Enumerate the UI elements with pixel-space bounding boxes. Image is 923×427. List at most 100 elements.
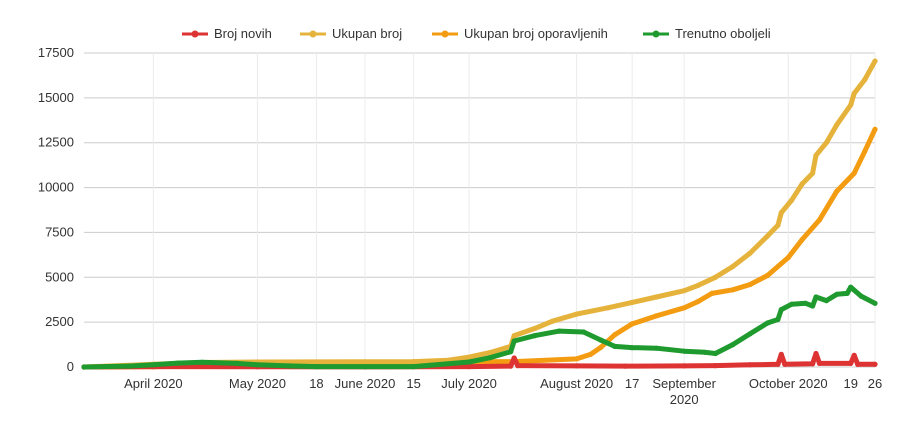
data-point (362, 364, 368, 370)
data-point (872, 300, 878, 306)
data-point (730, 287, 736, 293)
data-point (851, 352, 857, 358)
legend-item[interactable]: Broj novih (182, 26, 272, 41)
data-point (747, 331, 753, 337)
data-point (813, 152, 819, 158)
data-point (872, 58, 878, 64)
data-point (653, 294, 660, 300)
data-point (508, 349, 514, 355)
data-point (622, 363, 628, 369)
legend-label: Ukupan broj oporavljenih (464, 26, 608, 41)
data-point (362, 359, 368, 365)
data-point (785, 254, 791, 261)
data-point (858, 293, 864, 299)
data-point (764, 233, 771, 239)
data-point (851, 90, 857, 96)
data-point (126, 363, 132, 369)
data-point (549, 318, 556, 324)
series-trenutno-oboljeli (81, 284, 878, 370)
data-point (789, 301, 795, 307)
x-tick-label: 19 (843, 376, 857, 391)
data-point (695, 298, 701, 305)
data-point (747, 281, 753, 288)
data-point (605, 305, 611, 311)
data-point (511, 338, 517, 344)
legend-item[interactable]: Ukupan broj (300, 26, 402, 41)
data-point (515, 363, 521, 369)
y-tick-label: 5000 (45, 269, 74, 284)
legend-label: Broj novih (214, 26, 272, 41)
data-point (175, 360, 181, 366)
data-point (844, 290, 850, 296)
data-point (466, 359, 472, 365)
data-point (511, 355, 517, 361)
legend-dot-marker (309, 30, 317, 38)
legend-item[interactable]: Trenutno oboljeli (643, 26, 771, 41)
data-point (848, 360, 854, 366)
data-point (598, 337, 604, 343)
data-point (695, 282, 701, 288)
y-tick-label: 2500 (45, 314, 74, 329)
series-layer (81, 58, 878, 370)
data-point (411, 359, 417, 365)
series-ukupan-broj (81, 58, 878, 370)
y-tick-label: 10000 (38, 180, 74, 195)
data-point (823, 298, 830, 304)
data-point (823, 140, 830, 146)
data-point (532, 325, 538, 331)
data-point (581, 329, 587, 335)
legend-item[interactable]: Ukupan broj oporavljenih (432, 26, 608, 41)
data-point (775, 222, 781, 228)
data-point (813, 294, 819, 300)
legend-label: Trenutno oboljeli (675, 26, 771, 41)
data-point (810, 303, 816, 309)
data-point (730, 342, 736, 348)
data-point (775, 361, 781, 367)
x-tick-label: 15 (406, 376, 420, 391)
data-point (872, 126, 878, 132)
data-point (612, 343, 618, 349)
legend[interactable]: Broj novih Ukupan broj Ukupan broj oporavl… (182, 26, 771, 41)
data-point (813, 350, 819, 357)
series-line-ukupan-broj (81, 58, 878, 370)
x-tick-label: July 2020 (441, 376, 497, 391)
data-point (574, 311, 580, 317)
data-point (254, 362, 261, 368)
data-point (487, 355, 493, 361)
data-point (681, 288, 687, 294)
data-point (803, 300, 809, 306)
grid-lines (84, 52, 876, 368)
data-point (574, 356, 580, 362)
legend-label: Ukupan broj (332, 26, 402, 41)
x-tick-label: October 2020 (749, 376, 828, 391)
y-tick-label: 15000 (38, 90, 74, 105)
y-tick-label: 0 (67, 359, 74, 374)
data-point (747, 362, 753, 368)
data-point (199, 359, 205, 365)
data-point (702, 349, 708, 355)
data-point (775, 316, 781, 323)
y-axis: 0 2500 5000 7500 10000 12500 15000 17500 (38, 45, 74, 374)
data-point (816, 360, 823, 366)
x-tick-label: 18 (309, 376, 323, 391)
data-point (150, 362, 156, 368)
data-point (730, 263, 736, 270)
series-line-trenutno-oboljeli (81, 284, 878, 370)
data-point (511, 333, 517, 339)
data-point (848, 284, 854, 290)
data-point (629, 299, 635, 305)
x-tick-label: August 2020 (540, 376, 613, 391)
legend-dot-marker (441, 30, 449, 38)
data-point (855, 361, 861, 367)
data-point (612, 332, 618, 338)
data-point (709, 290, 715, 296)
data-point (411, 364, 417, 370)
data-point (466, 364, 472, 370)
data-point (848, 102, 854, 108)
data-point (712, 274, 719, 280)
x-tick-label: 26 (868, 376, 882, 391)
x-tick-label: May 2020 (229, 376, 286, 391)
data-point (834, 122, 840, 128)
data-point (712, 363, 719, 369)
data-point (747, 250, 753, 256)
